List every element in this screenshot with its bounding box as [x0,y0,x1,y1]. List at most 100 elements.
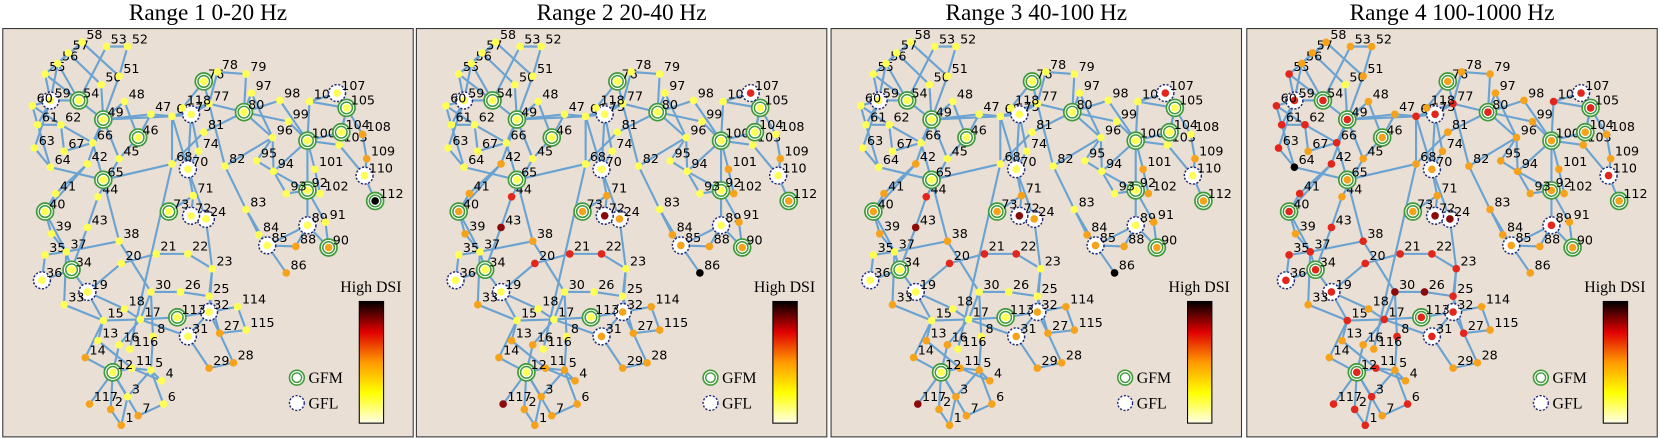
bus-label: 15 [521,305,537,320]
bus-label: 117 [922,389,946,404]
legend-label: GFM [722,370,756,387]
bus-node [1484,108,1492,116]
edge [1047,328,1075,335]
gfm-ring [924,112,939,127]
panel: Range 3 40-100 Hz12345678111213141516171… [830,0,1243,438]
gfm-ring [924,173,939,187]
edge [637,165,661,210]
bus-label: 97 [256,78,272,93]
bus-node [647,302,656,311]
bus-node [541,364,550,372]
bus-label: 113 [182,302,206,317]
bus-label: 91 [1574,207,1590,222]
edge [1008,290,1038,298]
bus-label: 84 [1507,220,1523,235]
edge [1362,318,1386,346]
bus-label: 21 [574,239,590,254]
bus-label: 16 [123,330,139,345]
edge [584,131,619,165]
bus-label: 14 [918,342,934,357]
edge [946,46,957,77]
bus-node [99,176,108,184]
bus-node [1547,221,1556,230]
gfm-ring [782,194,796,208]
bus-node [1446,215,1454,223]
edge [118,318,142,346]
edge [1084,136,1102,162]
bus-node [117,259,126,268]
gfm-ring [1481,105,1495,119]
edge [1383,291,1396,320]
gfm-ring [1544,134,1558,148]
bus-node [993,207,1001,216]
bus-label: 28 [1066,348,1082,363]
edge [632,332,648,364]
panel: Range 1 0-20 Hz1234567811121314151617181… [2,0,414,438]
edge [912,320,933,359]
bus-label: 12 [945,357,961,372]
bus-label: 85 [685,230,701,245]
edge [686,170,701,195]
bus-label: 13 [930,325,946,340]
bus-label: 17 [145,304,161,319]
bus-node [1465,162,1473,170]
bus-node [653,108,662,116]
edge [219,328,247,335]
bus-label: 47 [569,99,585,114]
bus-node [1491,89,1500,97]
bus-node [615,215,624,223]
bus-node [880,189,888,198]
bus-label: 94 [278,156,294,171]
bus-node [507,336,516,345]
bus-label: 83 [664,194,680,209]
gfm-ring [1282,205,1296,219]
bus-node [911,288,920,296]
gfm-ring [334,125,348,139]
bus-label: 66 [925,128,941,143]
edge [894,240,948,253]
panel-title: Range 1 0-20 Hz [129,0,287,26]
gfm-ring [1196,194,1210,208]
bus-label: 45 [1367,144,1383,159]
edge [1015,252,1042,270]
bus-node [930,42,939,51]
bus-node [1579,141,1587,149]
bus-node [1343,316,1352,325]
bus-node [60,147,68,156]
edge [516,318,554,322]
bus-node [1297,59,1306,68]
bus-node [1486,70,1494,78]
bus-node [698,117,706,126]
bus-label: 30 [983,277,999,292]
bus-node [618,99,627,108]
bus-node [602,191,611,200]
bus-node [587,313,595,322]
edge [1052,136,1102,167]
bus-label: 90 [746,232,762,247]
panel: Range 4 100-1000 Hz123456781112131415161… [1246,0,1658,438]
bus-node [1319,96,1327,105]
bus-label: 48 [129,86,145,101]
bus-node [952,42,960,51]
bus-node [862,121,870,129]
edge [1045,70,1075,76]
bus-node [478,49,486,57]
bus-label: 5 [569,355,577,370]
edge [1480,306,1492,331]
bus-label: 41 [60,178,76,193]
bus-label: 54 [911,85,927,100]
edge [1515,137,1519,172]
bus-label: 18 [1373,294,1389,309]
legend-label: GFM [1137,370,1171,387]
bus-node [1083,231,1091,239]
bus-label: 65 [1352,165,1368,180]
edge [1325,41,1364,77]
edge [510,339,547,369]
bus-label: 110 [782,160,806,175]
edge [224,136,274,167]
bus-label: 3 [1376,382,1384,397]
bus-label: 7 [971,401,979,416]
bus-label: 40 [49,196,65,211]
bus-label: 74 [203,136,219,151]
bus-label: 90 [1161,232,1177,247]
